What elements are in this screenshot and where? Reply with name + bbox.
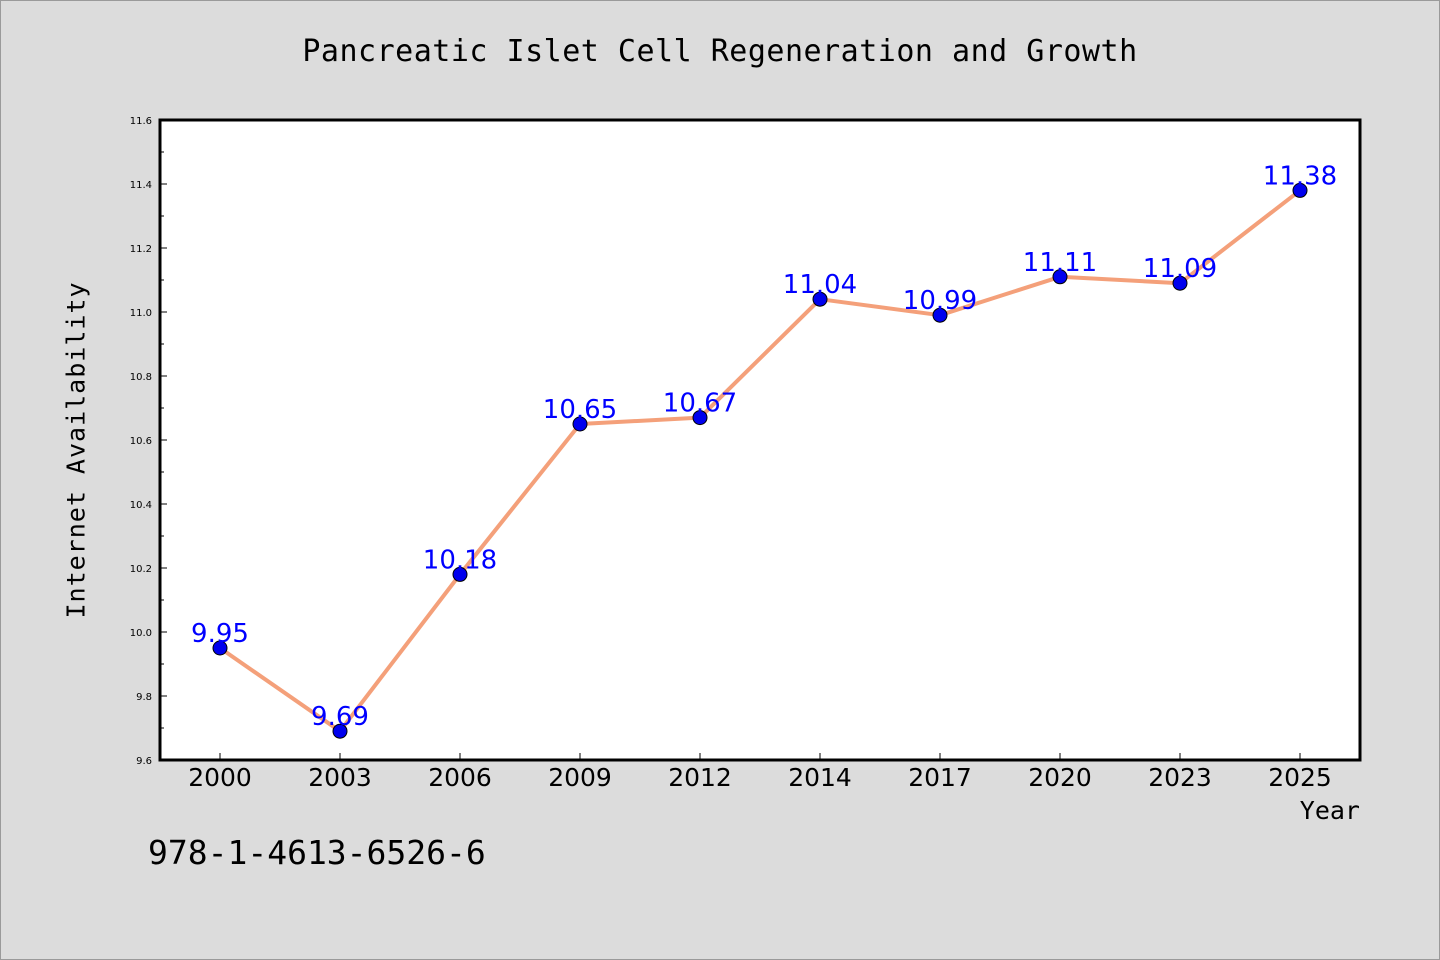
data-label: 9.69 (311, 702, 369, 732)
data-label: 11.04 (783, 270, 857, 300)
plot-border (158, 118, 1362, 762)
x-axis-label: Year (1299, 796, 1360, 825)
y-tick-label: 9.6 (136, 756, 152, 767)
plot-background (160, 120, 1360, 760)
y-tick-label: 10.0 (130, 628, 152, 639)
data-point (452, 566, 468, 582)
isbn-text: 978-1-4613-6526-6 (148, 833, 486, 872)
x-tick-label: 2003 (308, 763, 372, 792)
data-point (1172, 275, 1188, 291)
data-label: 11.11 (1023, 248, 1097, 278)
data-label: 10.67 (663, 389, 737, 419)
y-tick-label: 9.8 (136, 692, 152, 703)
x-tick-label: 2009 (548, 763, 612, 792)
y-tick-label: 10.6 (130, 436, 152, 447)
y-tick-label: 10.8 (130, 372, 152, 383)
y-tick-label: 11.4 (130, 180, 152, 191)
data-point (212, 640, 228, 656)
x-tick-label: 2014 (788, 763, 852, 792)
x-tick-label: 2023 (1148, 763, 1212, 792)
data-point (332, 723, 348, 739)
x-tick-label: 2020 (1028, 763, 1092, 792)
data-point (572, 416, 588, 432)
data-label: 11.09 (1143, 254, 1217, 284)
data-label: 9.95 (191, 619, 249, 649)
x-tick-label: 2012 (668, 763, 732, 792)
data-point (1292, 182, 1308, 198)
y-tick-label: 11.6 (130, 116, 152, 127)
chart-title: Pancreatic Islet Cell Regeneration and G… (302, 34, 1138, 69)
y-tick-label: 11.0 (130, 308, 152, 319)
data-point (812, 291, 828, 307)
y-tick-label: 11.2 (130, 244, 152, 255)
data-label: 10.99 (903, 286, 977, 316)
data-label: 11.38 (1263, 161, 1337, 191)
x-tick-label: 2000 (188, 763, 252, 792)
x-tick-label: 2017 (908, 763, 972, 792)
series-line (218, 188, 1302, 734)
data-point (1052, 269, 1068, 285)
y-tick-label: 10.4 (130, 500, 152, 511)
data-label: 10.18 (423, 545, 497, 575)
x-tick-label: 2025 (1268, 763, 1332, 792)
y-tick-label: 10.2 (130, 564, 152, 575)
data-label: 10.65 (543, 395, 617, 425)
x-tick-label: 2006 (428, 763, 492, 792)
data-point (932, 307, 948, 323)
data-point (692, 410, 708, 426)
